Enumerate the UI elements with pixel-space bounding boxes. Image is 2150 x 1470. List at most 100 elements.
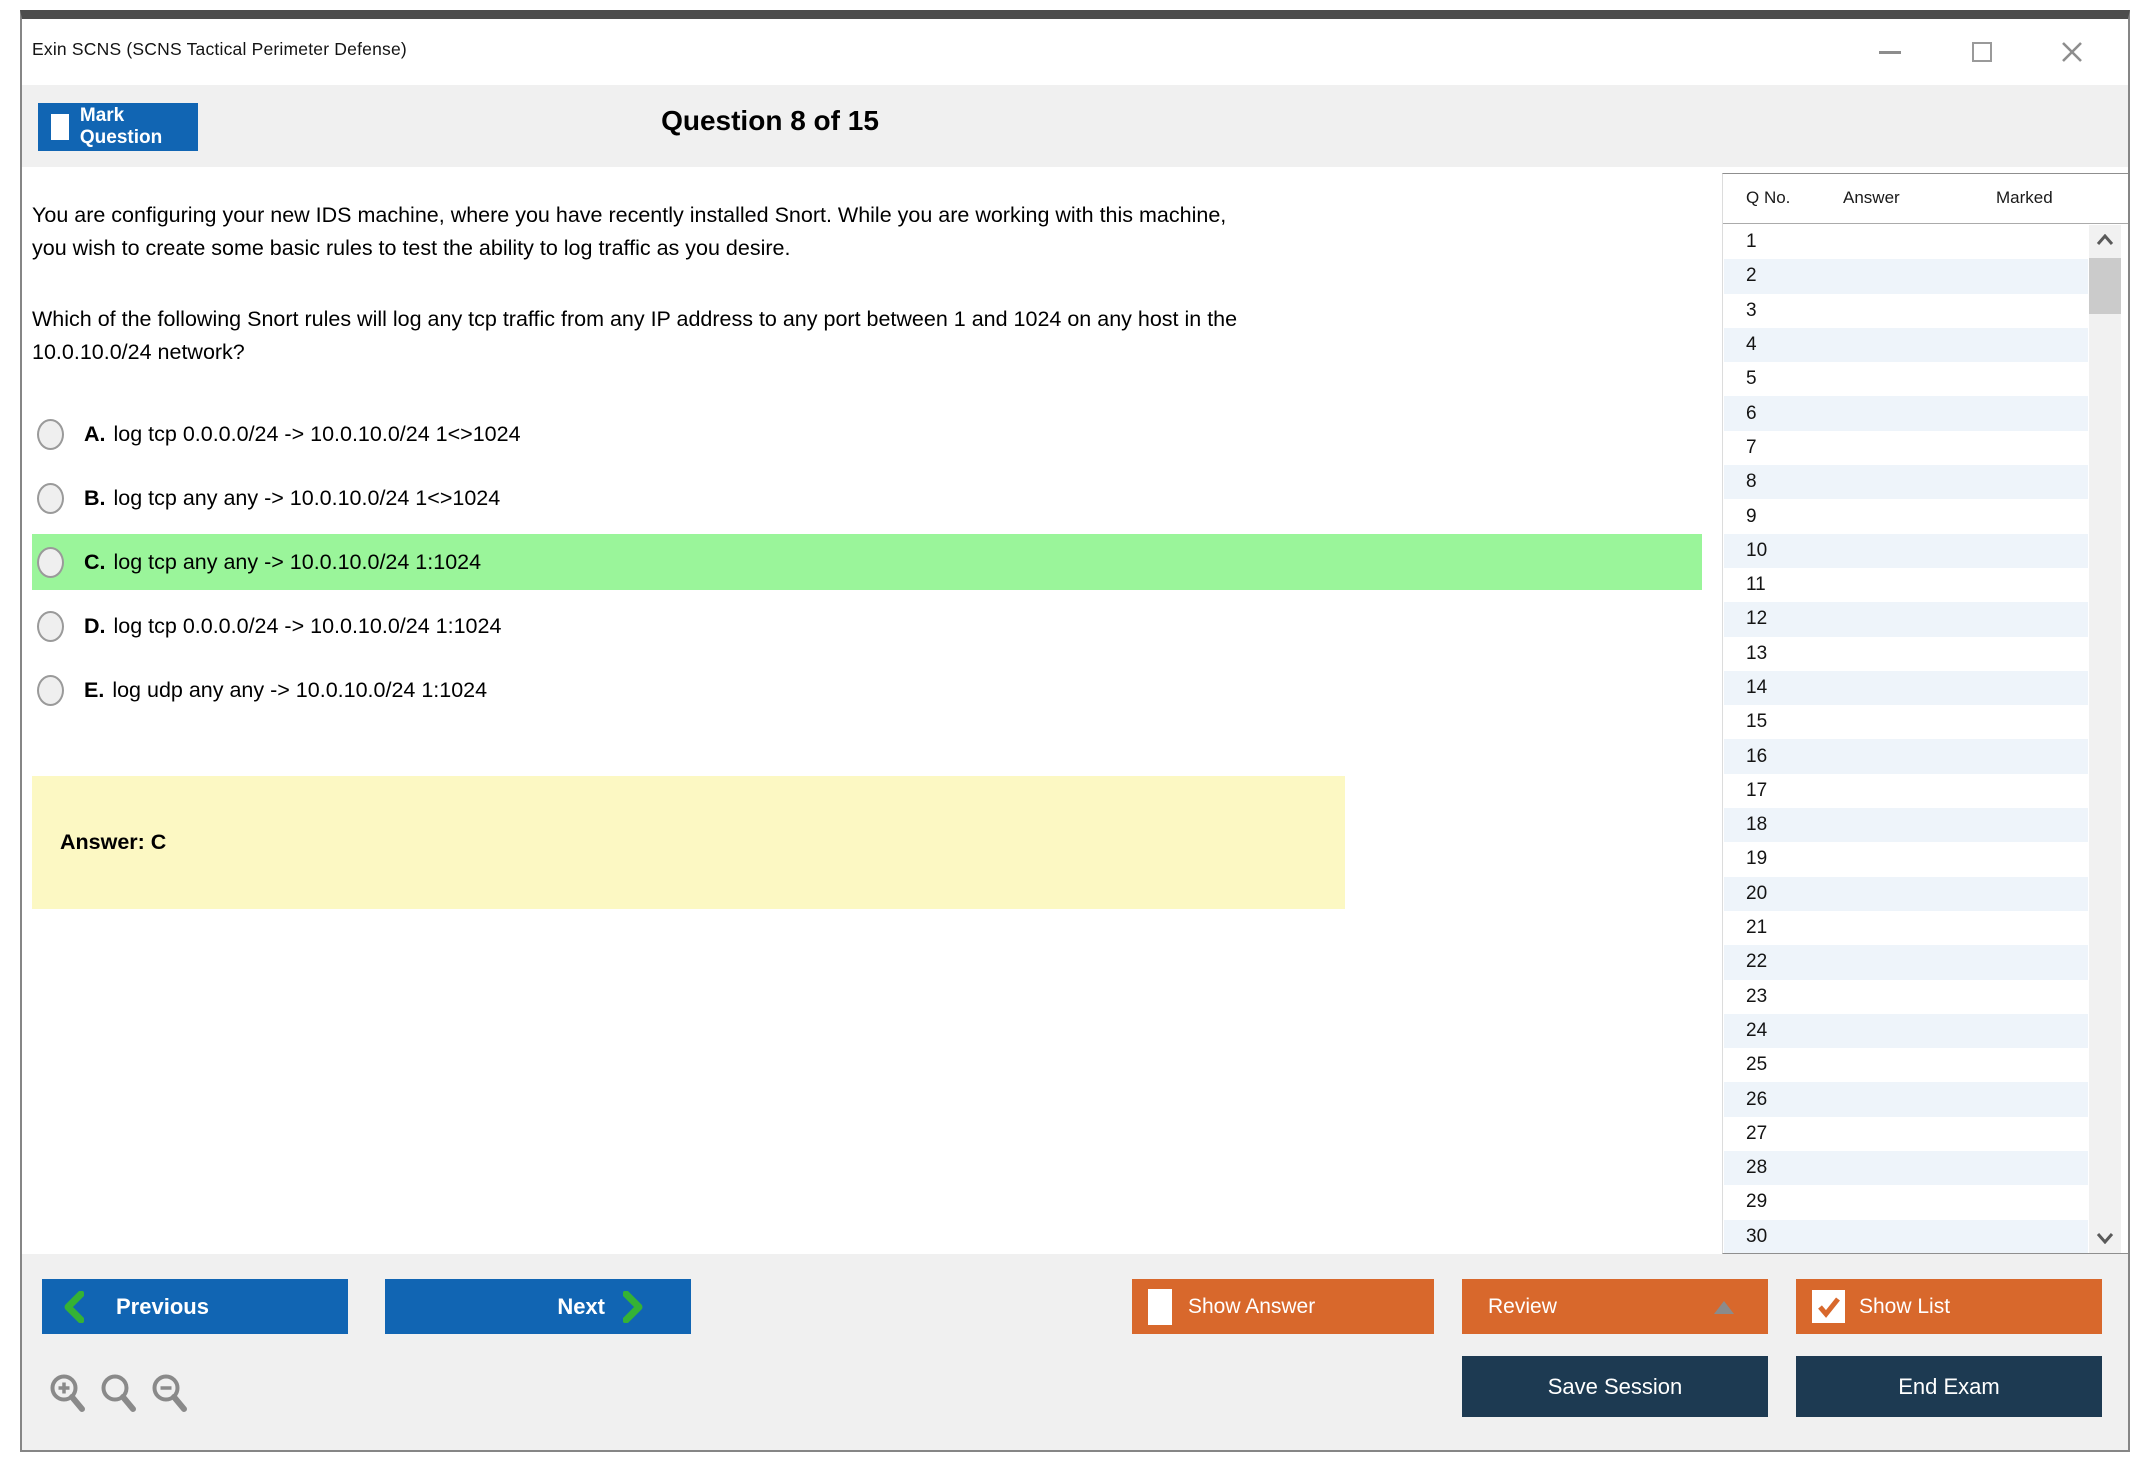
question-list-row[interactable]: 9: [1724, 499, 2088, 533]
chevron-left-icon: [64, 1290, 84, 1323]
question-number: 27: [1746, 1122, 1768, 1144]
review-button[interactable]: Review: [1462, 1279, 1768, 1334]
mark-question-checkbox-icon[interactable]: [51, 114, 69, 140]
question-number: 8: [1746, 471, 1757, 493]
question-list-row[interactable]: 27: [1724, 1117, 2088, 1151]
question-list-row[interactable]: 23: [1724, 980, 2088, 1014]
option-row-d[interactable]: D. log tcp 0.0.0.0/24 -> 10.0.10.0/24 1:1…: [32, 598, 1702, 654]
header-strip: Mark Question Question 8 of 15: [22, 85, 2128, 167]
question-text: You are configuring your new IDS machine…: [32, 199, 1712, 369]
option-row-e[interactable]: E. log udp any any -> 10.0.10.0/24 1:1024: [32, 662, 1702, 718]
question-list-row[interactable]: 24: [1724, 1013, 2088, 1049]
checkbox-unchecked-icon[interactable]: [1148, 1288, 1172, 1325]
question-list-row[interactable]: 4: [1724, 327, 2088, 363]
radio-option-c[interactable]: [37, 546, 64, 578]
question-list-row[interactable]: 29: [1724, 1185, 2088, 1219]
scrollbar-thumb[interactable]: [2089, 258, 2121, 314]
show-answer-button[interactable]: Show Answer: [1132, 1279, 1434, 1334]
question-number: 14: [1746, 677, 1768, 698]
option-letter: C.: [84, 549, 106, 574]
question-list-row[interactable]: 21: [1724, 911, 2088, 945]
question-list-row[interactable]: 30: [1724, 1219, 2088, 1253]
radio-option-a[interactable]: [37, 418, 64, 450]
question-number: 25: [1746, 1054, 1768, 1076]
radio-option-d[interactable]: [37, 610, 64, 642]
scrollbar[interactable]: [2089, 225, 2121, 1253]
title-bar: Exin SCNS (SCNS Tactical Perimeter Defen…: [22, 19, 2128, 85]
question-number: 15: [1746, 711, 1768, 733]
question-list-row[interactable]: 3: [1724, 294, 2088, 328]
question-list-row[interactable]: 8: [1724, 465, 2088, 500]
question-list-row[interactable]: 26: [1724, 1082, 2088, 1117]
end-exam-button[interactable]: End Exam: [1796, 1356, 2102, 1417]
question-paragraph-line: Which of the following Snort rules will …: [32, 307, 1238, 331]
question-list-row[interactable]: 18: [1724, 808, 2088, 843]
question-list-row[interactable]: 5: [1724, 362, 2088, 396]
question-list-row[interactable]: 28: [1724, 1151, 2088, 1186]
question-list-panel: Q No. Answer Marked 1 2 3 4 5 6 7 8 9 10 11 12 13 14 1…: [1722, 173, 2128, 1254]
question-list-row[interactable]: 7: [1724, 431, 2088, 465]
question-number: 30: [1746, 1225, 1768, 1247]
question-number: 5: [1746, 368, 1757, 390]
question-list-row[interactable]: 2: [1724, 259, 2088, 294]
show-list-button[interactable]: Show List: [1796, 1279, 2102, 1334]
maximize-button[interactable]: [1962, 37, 2002, 67]
question-number: 23: [1746, 985, 1768, 1007]
zoom-in-icon[interactable]: [48, 1372, 88, 1416]
zoom-out-icon[interactable]: [150, 1372, 190, 1416]
question-number: 9: [1746, 505, 1757, 527]
question-list-row[interactable]: 11: [1724, 568, 2088, 602]
question-list-row[interactable]: 16: [1724, 739, 2088, 774]
save-session-button[interactable]: Save Session: [1462, 1356, 1768, 1417]
minimize-button[interactable]: [1870, 37, 1910, 67]
question-number: 13: [1746, 642, 1768, 664]
option-text: log tcp 0.0.0.0/24 -> 10.0.10.0/24 1:102…: [113, 613, 502, 638]
question-list-row[interactable]: 10: [1724, 533, 2088, 568]
option-letter: B.: [84, 485, 106, 510]
question-list-row[interactable]: 13: [1724, 637, 2088, 671]
checkbox-checked-icon[interactable]: [1812, 1290, 1845, 1323]
scroll-up-button[interactable]: [2089, 225, 2121, 255]
question-number: 1: [1746, 231, 1757, 253]
question-number: 4: [1746, 334, 1757, 356]
question-list-row[interactable]: 1: [1724, 225, 2088, 259]
radio-option-b[interactable]: [37, 482, 64, 514]
question-list-row[interactable]: 19: [1724, 842, 2088, 876]
zoom-toolbar: [48, 1372, 190, 1416]
column-marked: Marked: [1996, 188, 2053, 207]
radio-option-e[interactable]: [37, 674, 64, 706]
option-text: log tcp any any -> 10.0.10.0/24 1:1024: [113, 549, 482, 574]
option-row-c[interactable]: C. log tcp any any -> 10.0.10.0/24 1:1024: [32, 534, 1702, 590]
answer-text: Answer: C: [60, 830, 167, 854]
question-number: 3: [1746, 299, 1757, 321]
question-number: 24: [1746, 1019, 1768, 1041]
question-list-row[interactable]: 6: [1724, 396, 2088, 431]
close-button[interactable]: [2052, 37, 2092, 67]
magnifier-icon[interactable]: [99, 1372, 139, 1416]
previous-button[interactable]: Previous: [42, 1279, 348, 1334]
option-letter: E.: [84, 677, 105, 702]
question-list-row[interactable]: 22: [1724, 945, 2088, 980]
option-row-a[interactable]: A. log tcp 0.0.0.0/24 -> 10.0.10.0/24 1<>…: [32, 406, 1702, 462]
option-row-b[interactable]: B. log tcp any any -> 10.0.10.0/24 1<>102…: [32, 470, 1702, 526]
question-number: 10: [1746, 539, 1768, 561]
question-list-row[interactable]: 25: [1724, 1048, 2088, 1082]
question-list-row[interactable]: 17: [1724, 774, 2088, 808]
end-exam-label: End Exam: [1898, 1373, 2000, 1399]
question-list-row[interactable]: 20: [1724, 876, 2088, 911]
chevron-right-icon: [623, 1290, 643, 1323]
question-list-row[interactable]: 14: [1724, 670, 2088, 706]
question-number: 20: [1746, 882, 1768, 904]
question-number: 21: [1746, 917, 1768, 939]
question-list-row[interactable]: 12: [1724, 602, 2088, 637]
next-button[interactable]: Next: [385, 1279, 691, 1334]
chevron-down-icon: [2096, 1233, 2114, 1244]
question-number: 2: [1746, 265, 1757, 287]
question-number: 16: [1746, 745, 1768, 767]
question-list-row[interactable]: 15: [1724, 705, 2088, 739]
question-number: 7: [1746, 436, 1757, 458]
mark-question-button[interactable]: Mark Question: [38, 103, 198, 151]
scroll-down-button[interactable]: [2089, 1223, 2121, 1253]
question-paragraph-line: You are configuring your new IDS machine…: [32, 203, 1227, 227]
question-number: 26: [1746, 1088, 1768, 1110]
